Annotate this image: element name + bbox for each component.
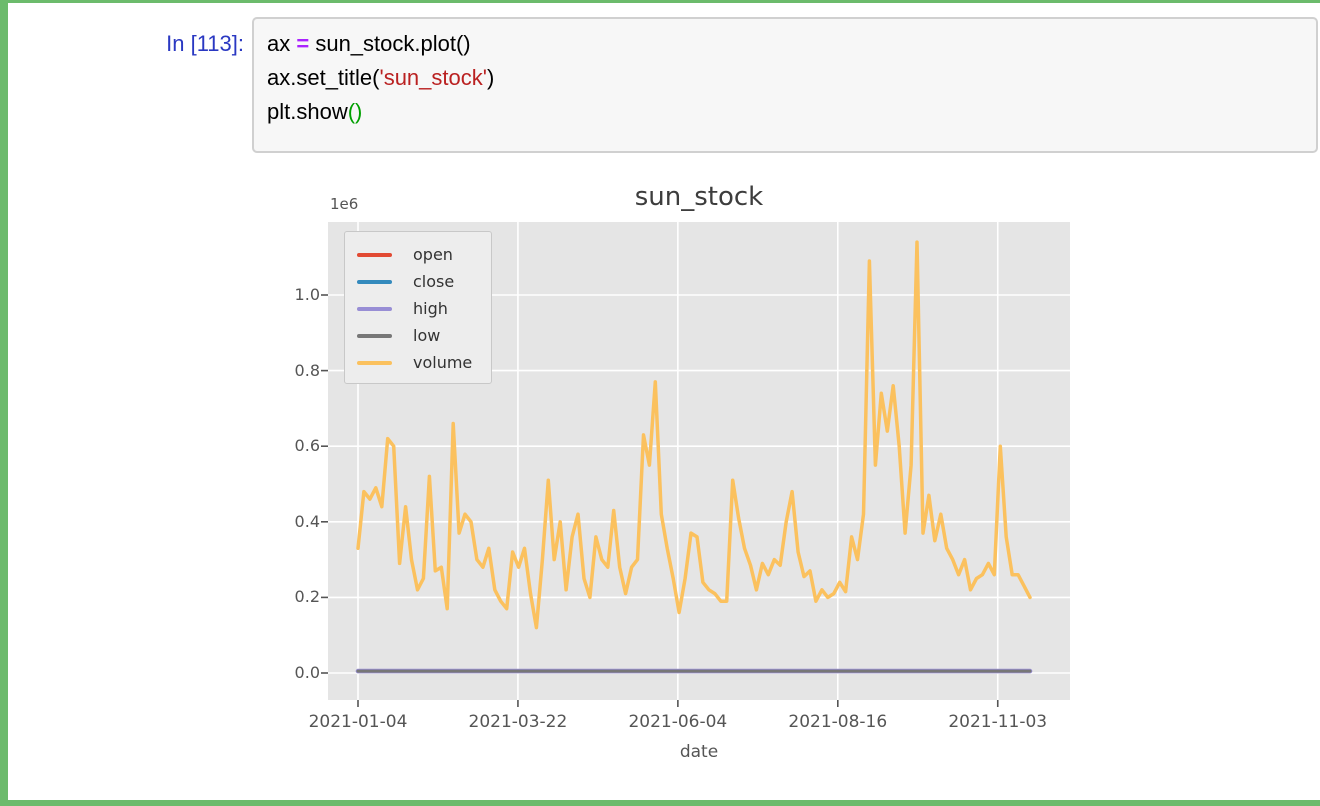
x-tick-label: 2021-11-03 bbox=[948, 712, 1048, 732]
volume-line-swatch bbox=[357, 360, 392, 365]
y-tick-label: 0.8 bbox=[294, 360, 320, 380]
low-line-swatch bbox=[357, 333, 392, 338]
legend-row-open: open bbox=[357, 241, 481, 268]
chart-title: sun_stock bbox=[634, 182, 764, 212]
legend-label-low: low bbox=[413, 326, 441, 345]
legend-label-high: high bbox=[413, 299, 448, 318]
cell-input-prompt: In [113]: bbox=[166, 31, 244, 56]
legend-row-high: high bbox=[357, 295, 481, 322]
legend-label-close: close bbox=[413, 272, 455, 291]
green-frame-top bbox=[0, 0, 1320, 3]
x-tick-label: 2021-03-22 bbox=[468, 712, 568, 732]
x-tick-label: 2021-06-04 bbox=[628, 712, 728, 732]
high-line-swatch bbox=[357, 306, 392, 311]
code-line: plt.show() bbox=[267, 99, 363, 124]
x-axis-label: date bbox=[679, 742, 719, 762]
legend-row-close: close bbox=[357, 268, 481, 295]
legend-label-open: open bbox=[413, 245, 453, 264]
x-tick-label: 2021-01-04 bbox=[308, 712, 408, 732]
x-tick-label: 2021-08-16 bbox=[788, 712, 888, 732]
green-frame-bottom bbox=[0, 800, 1320, 806]
y-tick-label: 0.0 bbox=[294, 663, 320, 682]
y-tick-label: 0.2 bbox=[294, 587, 320, 607]
y-tick-label: 0.4 bbox=[294, 511, 320, 531]
open-line-swatch bbox=[357, 252, 392, 257]
code-line: ax = sun_stock.plot() bbox=[267, 31, 471, 56]
code-cell-editor[interactable]: ax = sun_stock.plot() ax.set_title('sun_s… bbox=[252, 17, 1318, 153]
close-line-swatch bbox=[357, 279, 392, 284]
code-line: ax.set_title('sun_stock') bbox=[267, 65, 495, 90]
code-lines: ax = sun_stock.plot() ax.set_title('sun_s… bbox=[267, 27, 1316, 129]
legend-row-low: low bbox=[357, 322, 481, 349]
legend-label-volume: volume bbox=[413, 353, 473, 372]
y-tick-label: 0.6 bbox=[294, 436, 320, 456]
y-tick-label: 1.0 bbox=[294, 285, 320, 304]
y-axis-offset-label: 1e6 bbox=[330, 195, 359, 213]
chart-legend: open close high low volume bbox=[344, 231, 492, 384]
green-frame-left bbox=[0, 0, 8, 806]
legend-row-volume: volume bbox=[357, 349, 481, 376]
output-figure: sun_stock 1e6 0.0 0.2 0.4 0.6 0.8 1.0 2021-01… bbox=[283, 178, 1083, 788]
